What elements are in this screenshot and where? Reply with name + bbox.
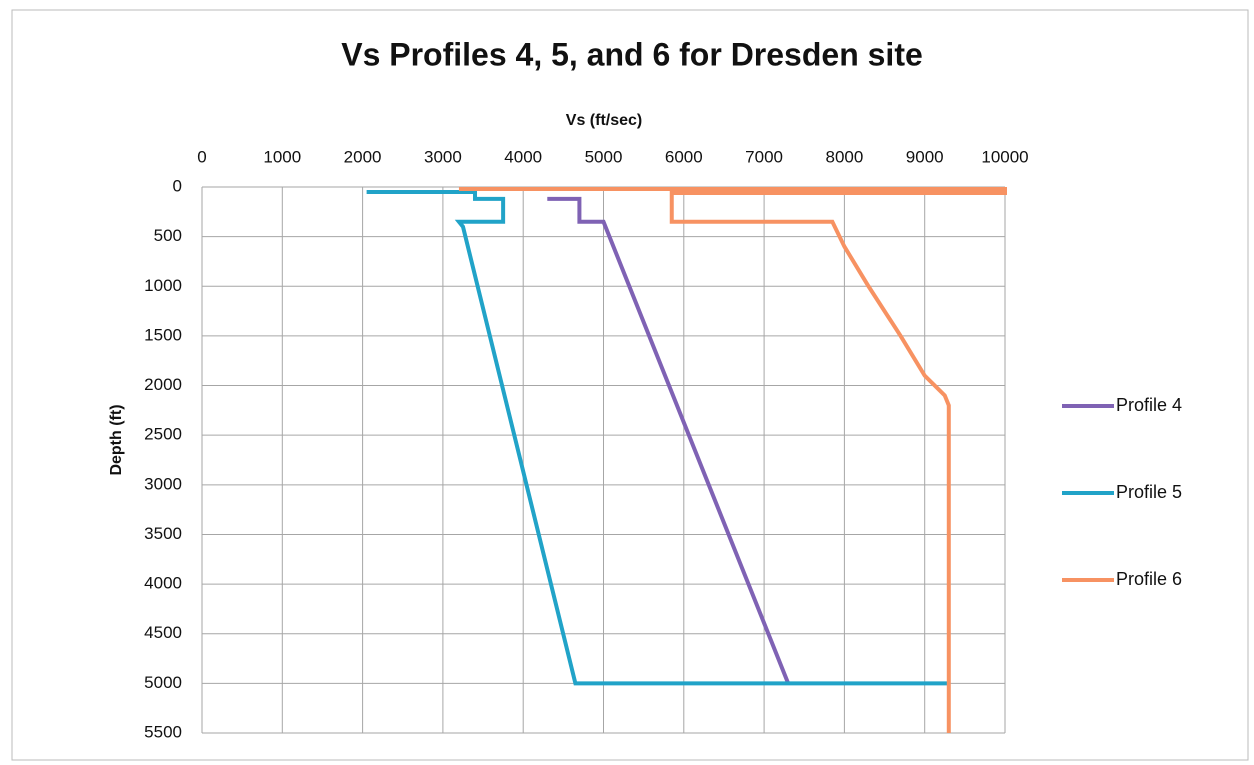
- x-tick-label: 9000: [906, 147, 944, 166]
- x-tick-label: 1000: [263, 147, 301, 166]
- y-tick-label: 1500: [144, 325, 182, 344]
- y-tick-label: 2500: [144, 425, 182, 444]
- y-tick-label: 3500: [144, 524, 182, 543]
- series-line: [366, 189, 949, 686]
- x-tick-label: 5000: [585, 147, 623, 166]
- y-axis-title: Depth (ft): [108, 404, 125, 475]
- x-tick-label: 7000: [745, 147, 783, 166]
- y-tick-label: 5500: [144, 722, 182, 741]
- series-line: [458, 186, 1007, 733]
- y-tick-label: 3000: [144, 474, 182, 493]
- legend-label: Profile 5: [1116, 482, 1182, 502]
- legend-label: Profile 4: [1116, 395, 1182, 415]
- x-axis-title: Vs (ft/sec): [566, 112, 642, 129]
- x-tick-label: 10000: [981, 147, 1028, 166]
- y-tick-label: 500: [154, 226, 182, 245]
- y-tick-label: 0: [173, 176, 182, 195]
- chart-frame: [11, 9, 1249, 761]
- chart-title: Vs Profiles 4, 5, and 6 for Dresden site: [341, 36, 923, 72]
- x-tick-label: 0: [197, 147, 206, 166]
- x-tick-label: 3000: [424, 147, 462, 166]
- y-tick-label: 4000: [144, 574, 182, 593]
- legend-label: Profile 6: [1116, 569, 1182, 589]
- x-tick-label: 8000: [825, 147, 863, 166]
- series-line: [547, 196, 791, 685]
- y-tick-label: 5000: [144, 673, 182, 692]
- x-tick-label: 6000: [665, 147, 703, 166]
- y-tick-label: 2000: [144, 375, 182, 394]
- x-tick-label: 4000: [504, 147, 542, 166]
- y-tick-label: 4500: [144, 623, 182, 642]
- y-tick-label: 1000: [144, 276, 182, 295]
- x-tick-label: 2000: [344, 147, 382, 166]
